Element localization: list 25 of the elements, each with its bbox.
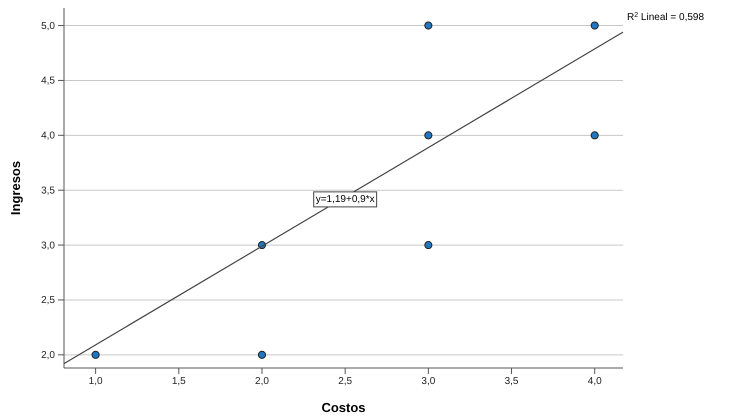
point [424,241,432,250]
x-tick-label: 2,0 [255,376,270,388]
x-tick-label: 3,5 [504,376,519,388]
y-tick-label: 3,0 [41,240,56,252]
point [590,22,599,30]
y-tick-label: 3,5 [41,185,56,196]
annotation: y=1,19+0,9*x [316,194,375,205]
y-tick-label: 2,5 [41,295,56,306]
point [424,131,432,140]
y-tick-label: 5,0 [41,20,56,32]
point [590,131,599,140]
text: R$^{2}$ Lineal = 0,598 [627,12,704,23]
point [424,22,432,30]
y-axis-title: Ingresos [8,160,23,216]
y-tick-label: 2,0 [41,350,56,362]
point [92,350,100,359]
x-tick-label: 1,5 [172,376,186,388]
x-tick-label: 2,5 [338,376,353,388]
x-tick-label: 4,0 [588,376,602,388]
y-tick-label: 4,5 [41,76,56,87]
x-tick-label: 1,0 [88,376,103,388]
point [258,350,266,359]
x-tick-label: 3,0 [421,376,436,388]
y-tick-label: 4,0 [41,130,56,142]
x-axis-title: Costos [321,400,366,415]
